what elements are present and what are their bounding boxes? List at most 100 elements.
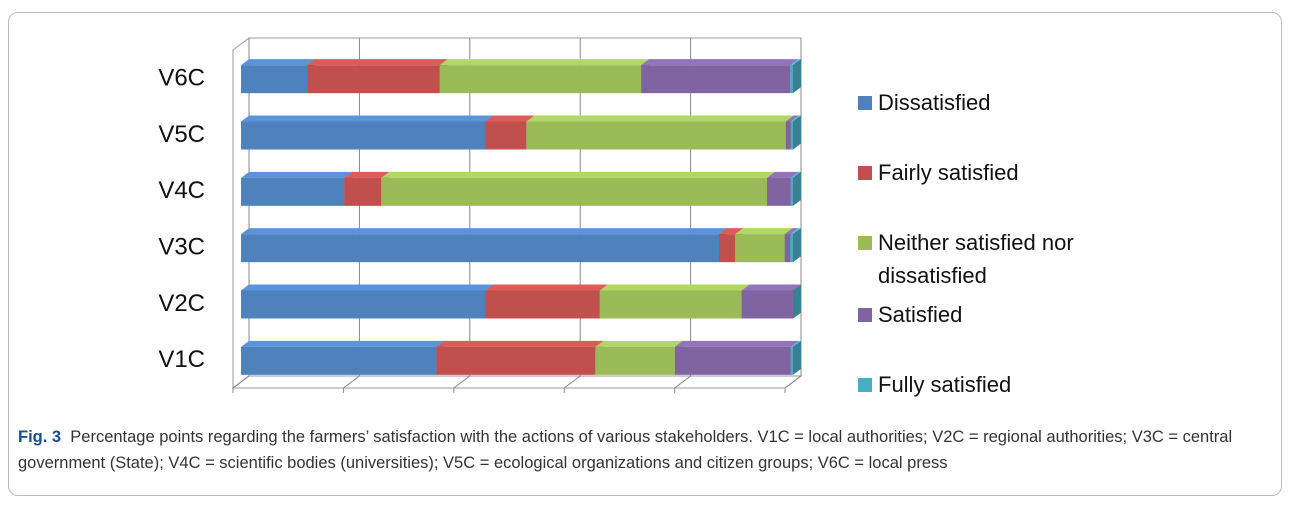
chart: 0% 20% 40% 60% 80% 100% V1C V2C V3C V4C V5C V6C xyxy=(158,37,816,420)
bar xyxy=(785,121,791,150)
legend-label: Satisfied xyxy=(878,302,963,327)
legend-label: Neither satisfied nor dissatisfied xyxy=(878,230,1074,288)
bar xyxy=(526,121,786,150)
legend-swatch xyxy=(858,236,872,250)
bar xyxy=(719,234,736,263)
bar-top xyxy=(241,284,494,291)
bar-top xyxy=(741,284,801,291)
bar-top xyxy=(381,171,776,178)
bar xyxy=(641,65,791,94)
bar xyxy=(790,177,793,206)
grid-line xyxy=(674,38,692,389)
legend-swatch xyxy=(858,96,872,110)
x-tick-label: 20% xyxy=(319,417,367,420)
legend-label: Fully satisfied xyxy=(878,372,1012,397)
grid-line xyxy=(784,38,802,389)
y-tick-label: V3C xyxy=(158,234,205,261)
bar-top xyxy=(790,115,801,122)
grid-line xyxy=(453,38,471,389)
bar-top xyxy=(241,59,316,66)
bar xyxy=(439,65,642,94)
legend-swatch xyxy=(858,378,872,392)
bar-top xyxy=(485,284,608,291)
y-tick-label: V5C xyxy=(158,121,205,148)
bar xyxy=(485,290,600,319)
bar xyxy=(241,234,720,263)
bar-top xyxy=(790,59,801,66)
bar xyxy=(790,234,793,263)
bar-top xyxy=(735,228,793,235)
bar xyxy=(790,65,793,94)
bar xyxy=(241,65,308,94)
bar-top xyxy=(241,340,445,347)
legend-swatch xyxy=(858,166,872,180)
bar-top xyxy=(241,115,494,122)
grid-line xyxy=(343,38,360,389)
bar-side xyxy=(793,115,801,150)
bar-side xyxy=(793,340,801,375)
bar-top xyxy=(241,228,728,235)
bar-side xyxy=(793,171,801,206)
bar-top xyxy=(307,59,448,66)
bar xyxy=(436,346,596,375)
bar-top xyxy=(439,59,650,66)
bar-top xyxy=(485,115,535,122)
bar-top xyxy=(599,284,750,291)
bar-side xyxy=(793,59,801,94)
bar-top xyxy=(641,59,799,66)
bar xyxy=(784,234,791,263)
bar-top xyxy=(526,115,794,122)
legend-item: Satisfied xyxy=(858,298,1118,331)
bar xyxy=(344,177,382,206)
bar xyxy=(735,234,785,263)
x-tick-label: 40% xyxy=(430,417,478,420)
legend-item: Neither satisfied nor dissatisfied xyxy=(858,226,1118,292)
bar-top xyxy=(719,228,744,235)
legend-swatch xyxy=(858,308,872,322)
legend-item: Fully satisfied xyxy=(858,368,1118,401)
bar-top xyxy=(790,171,801,178)
x-tick-label: 80% xyxy=(651,417,699,420)
caption-label: Fig. 3 xyxy=(18,428,62,446)
bar-top xyxy=(790,228,801,235)
x-tick-label: 60% xyxy=(540,417,588,420)
caption-text: Percentage points regarding the farmers’… xyxy=(18,428,1233,472)
bar xyxy=(381,177,768,206)
bar xyxy=(241,346,437,375)
floor xyxy=(231,375,803,389)
bar-side xyxy=(793,228,801,263)
bar-top xyxy=(790,340,801,347)
bar xyxy=(790,346,793,375)
y-tick-label: V1C xyxy=(158,346,205,373)
bar xyxy=(599,290,742,319)
bar-top xyxy=(674,340,799,347)
bar-top xyxy=(436,340,604,347)
legend-item: Fairly satisfied xyxy=(858,156,1118,189)
bar xyxy=(307,65,440,94)
bar-top xyxy=(784,228,799,235)
bar-side xyxy=(793,284,801,319)
bar xyxy=(674,346,791,375)
x-tick-label: 0% xyxy=(216,417,251,420)
legend-item: Dissatisfied xyxy=(858,86,1118,119)
caption: Fig. 3 Percentage points regarding the f… xyxy=(18,424,1274,476)
y-tick-label: V6C xyxy=(158,65,205,92)
bar xyxy=(241,177,345,206)
bar xyxy=(790,121,793,150)
y-tick-label: V2C xyxy=(158,290,205,317)
grid-line xyxy=(232,38,250,389)
bar xyxy=(767,177,791,206)
figure-frame xyxy=(8,12,1282,496)
bar-top xyxy=(344,171,390,178)
bar xyxy=(595,346,675,375)
grid-line xyxy=(563,38,581,389)
bar xyxy=(485,121,527,150)
legend-label: Dissatisfied xyxy=(878,90,991,115)
bar xyxy=(741,290,793,319)
bar xyxy=(241,121,486,150)
x-tick-label: 100% xyxy=(754,417,815,420)
bar-top xyxy=(785,115,799,122)
legend-label: Fairly satisfied xyxy=(878,160,1019,185)
bar xyxy=(241,290,486,319)
